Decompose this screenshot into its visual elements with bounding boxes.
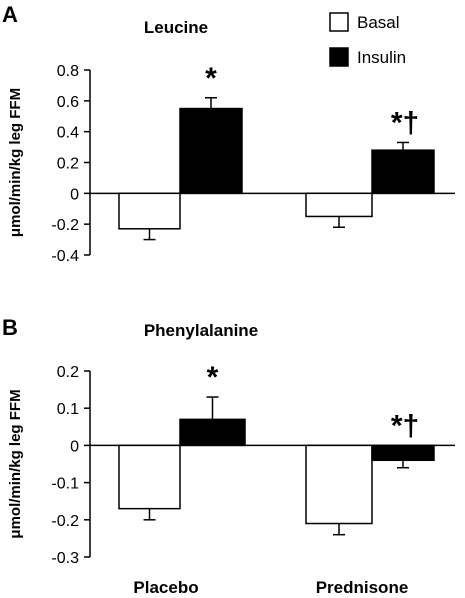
- bar: [118, 444, 181, 510]
- y-tick-label: -0.2: [51, 217, 79, 234]
- y-tick-label: 0: [70, 186, 79, 203]
- panel-b: B Phenylalanine μmol/min/kg leg FFM -0.3 -0.…: [2, 315, 455, 597]
- panel-a: A Leucine μmol/min/kg leg FFM -0.4 -0.2 0 0.2 0…: [2, 2, 455, 265]
- y-tick-label: 0.6: [57, 94, 79, 111]
- category-label: Placebo: [133, 578, 198, 597]
- bar: [179, 418, 246, 447]
- bar: [305, 444, 373, 525]
- bar: [179, 107, 243, 195]
- y-tick-label: -0.4: [51, 248, 79, 265]
- y-tick-label: 0.8: [57, 63, 79, 80]
- y-tick-label: 0.2: [57, 364, 79, 381]
- bar: [305, 192, 373, 218]
- y-tick-label: 0.4: [57, 125, 79, 142]
- bar: [118, 192, 181, 230]
- y-tick-label: 0: [70, 438, 79, 455]
- significance-marker: *: [207, 361, 219, 394]
- y-tick-label: -0.3: [51, 550, 79, 567]
- y-tick-label: 0.2: [57, 156, 79, 173]
- legend-label: Basal: [357, 13, 400, 32]
- legend-swatch: [329, 12, 349, 32]
- y-axis-label: μmol/min/kg leg FFM: [7, 389, 24, 538]
- bar: [371, 444, 435, 462]
- legend-swatch: [329, 47, 349, 67]
- chart-title: Leucine: [144, 18, 208, 37]
- category-label: Prednisone: [316, 578, 409, 597]
- bar: [371, 149, 435, 195]
- y-tick-label: -0.1: [51, 476, 79, 493]
- y-tick-label: 0.1: [57, 401, 79, 418]
- y-axis-label: μmol/min/kg leg FFM: [7, 88, 24, 237]
- panel-letter: A: [2, 2, 18, 27]
- significance-marker: *: [205, 62, 217, 95]
- significance-marker: *†: [391, 409, 419, 442]
- y-tick-label: -0.2: [51, 513, 79, 530]
- chart-title: Phenylalanine: [144, 321, 258, 340]
- significance-marker: *†: [391, 106, 419, 139]
- legend-label: Insulin: [357, 48, 406, 67]
- panel-letter: B: [2, 315, 18, 340]
